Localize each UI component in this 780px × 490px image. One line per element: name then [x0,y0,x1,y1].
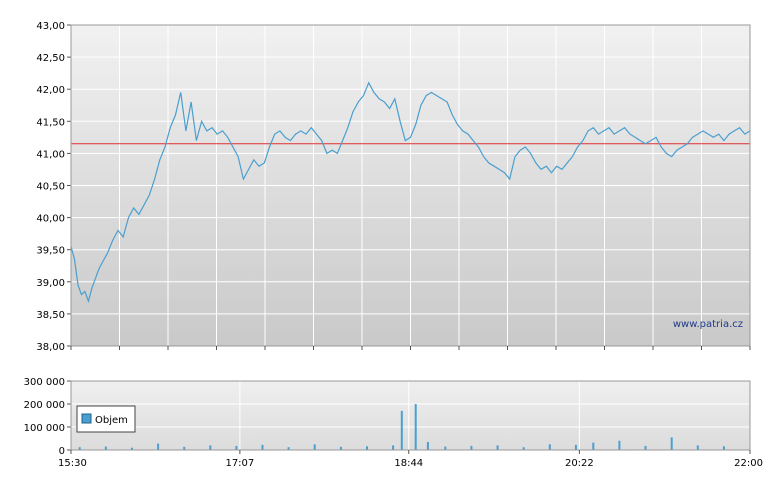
price-series-line [70,81,751,304]
volume-x-axis: 15:30 17:07 18:44 20:22 22:00 [58,450,763,469]
volume-x-tick-label: 18:44 [394,458,423,469]
volume-bar [522,447,525,450]
price-y-axis: 43,00 42,50 42,00 41,50 41,00 40,50 40,00 39,50… [36,21,71,353]
volume-bar [235,445,238,450]
volume-bar [548,444,551,451]
volume-bar [209,445,212,450]
volume-bar [130,447,133,450]
price-y-tick-label: 38,00 [36,342,65,353]
volume-y-tick-label: 100 000 [24,423,65,434]
watermark: www.patria.cz [673,319,743,330]
volume-bar [287,447,290,450]
volume-bar [183,446,186,450]
price-y-tick-label: 40,50 [36,182,65,193]
legend-label: Objem [95,415,128,426]
volume-plot-border [70,380,751,451]
price-y-tick-label: 42,00 [36,85,65,96]
volume-bar [592,442,595,450]
price-y-tick-label: 40,00 [36,214,65,225]
volume-bar [444,446,447,450]
volume-bar [157,443,160,450]
volume-plot-area [71,381,750,450]
volume-bar [722,446,725,450]
price-y-tick-label: 41,50 [36,117,65,128]
volume-bar [574,444,577,450]
volume-y-tick-label: 200 000 [24,400,65,411]
price-y-tick-label: 43,00 [36,21,65,32]
volume-y-tick-label: 0 [59,446,65,457]
legend-swatch [81,413,92,424]
volume-x-tick-label: 20:22 [565,458,594,469]
volume-bar [366,446,368,450]
price-y-tick-label: 38,50 [36,310,65,321]
volume-bar [104,446,107,450]
volume-bar [414,404,417,450]
price-y-tick-label: 39,50 [36,246,65,257]
price-x-ticks [70,346,751,350]
volume-bar [696,445,699,450]
volume-bar [313,444,316,451]
volume-bar [78,447,81,450]
volume-bar [644,445,647,450]
volume-bars [78,404,725,451]
volume-y-tick-label: 300 000 [24,377,65,388]
volume-x-tick-label: 15:30 [58,458,87,469]
volume-bar [400,410,403,450]
volume-bar [670,437,673,450]
volume-bar [339,446,342,450]
volume-legend: Objem [76,405,136,433]
volume-x-tick-label: 22:00 [734,458,763,469]
volume-bar [426,441,429,450]
price-y-tick-label: 41,00 [36,149,65,160]
volume-y-axis: 300 000 200 000 100 000 0 [24,377,71,457]
volume-bar [470,445,473,450]
price-y-tick-label: 39,00 [36,278,65,289]
volume-bar [618,440,621,450]
volume-x-tick-label: 17:07 [225,458,254,469]
price-y-tick-label: 42,50 [36,53,65,64]
volume-bar [496,445,499,450]
volume-bar [392,445,395,450]
volume-bar [261,444,264,450]
